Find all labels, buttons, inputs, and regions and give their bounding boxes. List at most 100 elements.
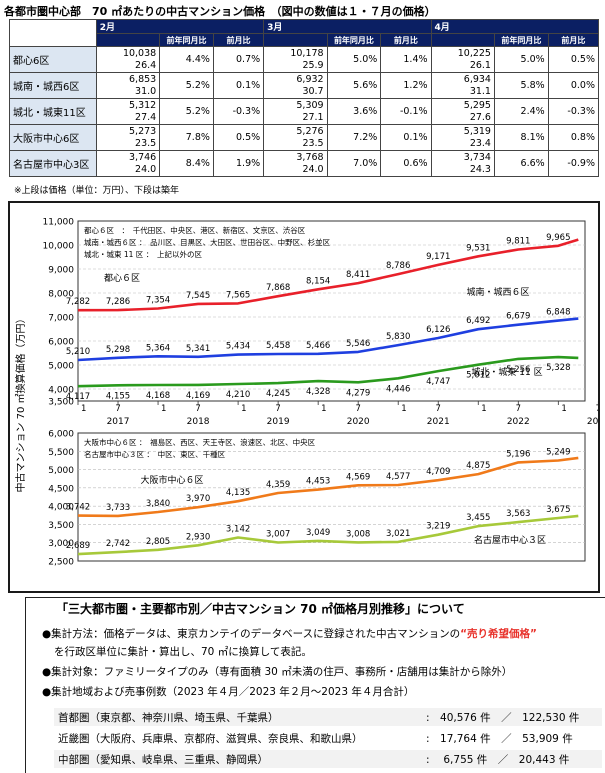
mom-cell: -0.3% — [547, 98, 600, 125]
mom-header: 前月比 — [212, 33, 265, 47]
yoy-cell: 7.0% — [326, 150, 382, 177]
data-label: 4,279 — [346, 388, 370, 398]
data-label: 5,830 — [386, 332, 410, 342]
data-label: 4,747 — [426, 377, 450, 387]
period-header: 3月 — [263, 19, 432, 34]
price-cell: 5,312 — [95, 98, 161, 112]
data-label: 7,282 — [66, 297, 90, 307]
x-year-label: 2023 — [587, 417, 598, 427]
target-line: ●集計対象：ファミリータイプのみ（専有面積 30 ㎡未満の住戸、事務所・店舗用は… — [42, 666, 513, 678]
data-label: 5,298 — [106, 345, 130, 355]
data-label: 9,811 — [506, 237, 530, 247]
yoy-cell: 7.2% — [326, 124, 382, 151]
y-tick-label: 4,000 — [48, 386, 74, 396]
plot-area — [77, 220, 586, 402]
y-tick-label: 3,500 — [48, 398, 74, 408]
about-title: 「三大都市圏・主要都市別／中古マンション 70 ㎡価格月別推移」について — [56, 602, 465, 616]
data-label: 5,364 — [146, 343, 170, 353]
data-label: 4,117 — [66, 392, 90, 402]
age-cell: 25.9 — [263, 59, 328, 73]
y-tick-label: 9,000 — [48, 266, 74, 276]
x-tick-label: 1 — [241, 404, 246, 414]
data-label: 7,354 — [146, 296, 170, 306]
data-label: 8,154 — [306, 276, 330, 286]
row-label: 都心6区 — [9, 46, 97, 73]
mom-cell: -0.3% — [212, 98, 265, 125]
data-label: 3,840 — [146, 499, 170, 509]
y-tick-label: 4,500 — [48, 484, 74, 494]
y-tick-label: 5,500 — [48, 448, 74, 458]
data-label: 3,142 — [226, 525, 250, 535]
yoy-cell: 4.4% — [159, 46, 214, 73]
mom-cell: -0.9% — [547, 150, 600, 177]
y-tick-label: 5,000 — [48, 466, 74, 476]
data-label: 4,328 — [306, 387, 330, 397]
mom-cell: 0.8% — [547, 124, 600, 151]
data-label: 5,249 — [546, 447, 570, 457]
x-year-label: 2021 — [427, 417, 450, 427]
yoy-cell: 5.0% — [326, 46, 382, 73]
price-cell: 6,934 — [430, 72, 495, 86]
x-year-label: 2017 — [107, 417, 130, 427]
data-label: 5,434 — [226, 342, 250, 352]
period-header-spacer — [430, 33, 495, 47]
age-cell: 27.4 — [95, 111, 161, 125]
mom-header: 前月比 — [380, 33, 432, 47]
mom-cell: 0.7% — [212, 46, 265, 73]
data-label: 3,563 — [506, 509, 530, 519]
series-name-label: 城北・城東 11 区 — [471, 366, 542, 378]
x-year-label: 2022 — [507, 417, 530, 427]
series-name-label: 大阪市中心６区 — [140, 474, 203, 486]
age-cell: 31.1 — [430, 85, 495, 99]
yoy-cell: 7.8% — [159, 124, 214, 151]
row-label: 名古屋市中心3区 — [9, 150, 97, 177]
data-label: 6,126 — [426, 325, 450, 335]
series-name-label: 都心６区 — [104, 273, 140, 284]
x-tick-label: 7 — [355, 404, 360, 414]
mom-cell: 1.4% — [380, 46, 432, 73]
x-tick-label: 1 — [401, 404, 406, 414]
y-axis-label: 中古マンション 70 ㎡換算価格（万円） — [14, 313, 27, 492]
period-header: 2月 — [95, 19, 265, 34]
age-cell: 23.4 — [430, 137, 495, 151]
price-cell: 6,853 — [95, 72, 161, 86]
yoy-cell: 5.0% — [493, 46, 549, 73]
data-label: 2,805 — [146, 537, 170, 547]
y-tick-label: 3,500 — [48, 521, 74, 531]
y-tick-label: 6,000 — [48, 338, 74, 348]
data-label: 3,007 — [266, 529, 290, 539]
region-row-shutoken: 首都圏（東京都、神奈川県、埼玉県、千葉県） : 40,576 件 ／ 122,5… — [54, 708, 602, 726]
yoy-cell: 2.4% — [493, 98, 549, 125]
region-count: : 6,755 件 ／ 20,443 件 — [426, 754, 570, 766]
y-tick-label: 11,000 — [43, 218, 75, 228]
x-tick-label: 7 — [436, 404, 441, 414]
x-tick-label: 1 — [81, 404, 86, 414]
price-cell: 5,295 — [430, 98, 495, 112]
data-label: 5,196 — [506, 449, 530, 459]
mom-cell: 0.0% — [547, 72, 600, 99]
data-label: 5,466 — [306, 341, 330, 351]
data-label: 2,689 — [66, 541, 90, 551]
data-label: 5,341 — [186, 344, 210, 354]
data-label: 7,545 — [186, 291, 210, 301]
row-label: 城北・城東11区 — [9, 98, 97, 125]
data-label: 2,930 — [186, 532, 210, 542]
data-label: 4,168 — [146, 391, 170, 401]
y-tick-label: 3,000 — [48, 539, 74, 549]
data-label: 4,875 — [466, 461, 490, 471]
series-line — [77, 456, 579, 518]
about-box: 「三大都市圏・主要都市別／中古マンション 70 ㎡価格月別推移」について ●集計… — [25, 597, 605, 773]
region-name: 中部圏（愛知県、岐阜県、三重県、静岡県） — [58, 754, 268, 766]
data-label: 3,733 — [106, 503, 130, 513]
method-highlight: “売り希望価格” — [460, 628, 537, 640]
data-label: 3,049 — [306, 528, 330, 538]
x-tick-label: 7 — [275, 404, 280, 414]
price-cell: 5,319 — [430, 124, 495, 138]
yoy-cell: 8.4% — [159, 150, 214, 177]
data-label: 4,569 — [346, 472, 370, 482]
age-cell: 24.3 — [430, 163, 495, 177]
data-label: 4,245 — [266, 389, 290, 399]
yoy-cell: 6.6% — [493, 150, 549, 177]
yoy-header: 前年同月比 — [159, 33, 214, 47]
age-cell: 26.4 — [95, 59, 161, 73]
